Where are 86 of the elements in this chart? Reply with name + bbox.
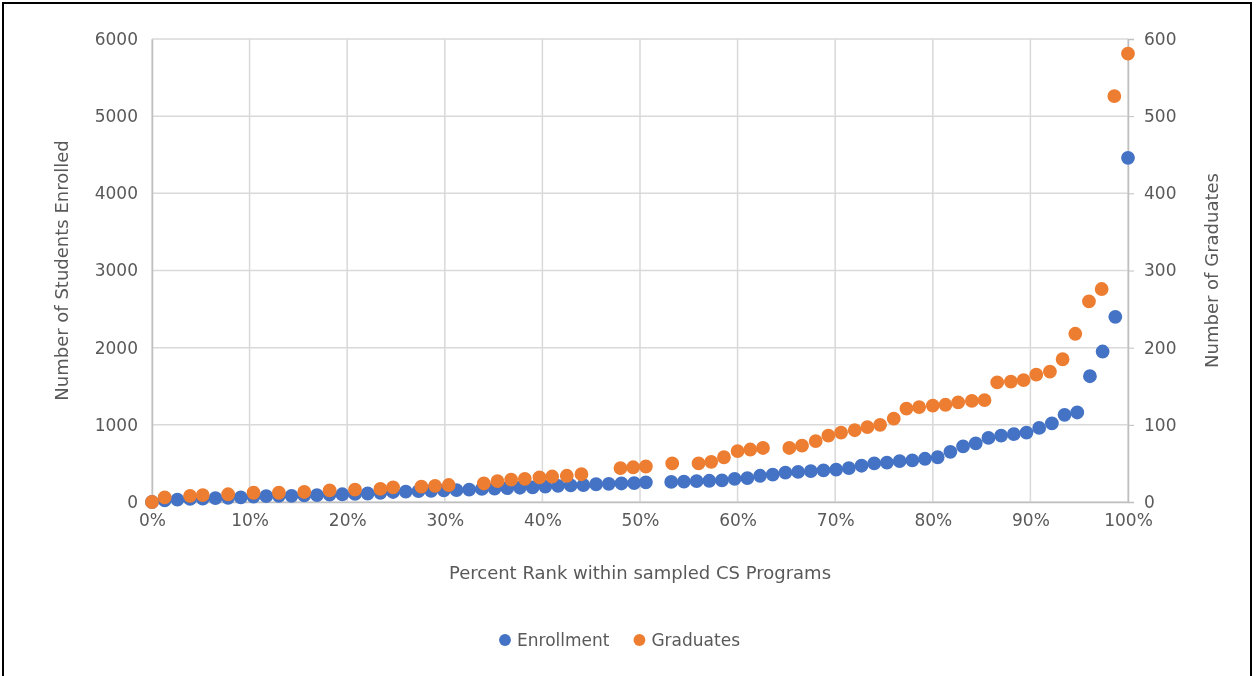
point bbox=[297, 485, 312, 499]
point bbox=[246, 485, 261, 500]
y-tick-label: 2000 bbox=[94, 337, 138, 358]
point bbox=[756, 441, 770, 455]
point bbox=[386, 480, 400, 495]
point bbox=[886, 411, 901, 426]
point bbox=[613, 461, 628, 475]
point bbox=[938, 397, 953, 412]
point bbox=[795, 438, 809, 453]
point bbox=[964, 394, 979, 408]
y2-tick-label: 0 bbox=[1144, 491, 1155, 512]
point bbox=[532, 470, 547, 485]
point bbox=[638, 459, 653, 474]
point bbox=[704, 454, 719, 469]
point bbox=[691, 456, 706, 471]
point bbox=[348, 482, 362, 497]
y2-tick-label: 600 bbox=[1144, 28, 1177, 49]
point bbox=[1121, 46, 1135, 61]
point bbox=[743, 442, 758, 457]
y2-tick-label: 100 bbox=[1144, 414, 1177, 435]
legend-label: Enrollment bbox=[517, 630, 610, 650]
y-tick-label: 5000 bbox=[94, 106, 138, 127]
y2-tick-label: 300 bbox=[1144, 260, 1177, 281]
x-tick-label: 30% bbox=[426, 510, 465, 531]
point bbox=[990, 375, 1005, 390]
point bbox=[860, 420, 875, 435]
point bbox=[559, 468, 574, 483]
point bbox=[665, 456, 680, 471]
y-tick-label: 0 bbox=[127, 491, 138, 512]
x-tick-label: 0% bbox=[139, 510, 166, 531]
y-tick-label: 1000 bbox=[94, 414, 138, 435]
point bbox=[847, 423, 862, 438]
x-tick-label: 70% bbox=[816, 510, 855, 531]
point bbox=[1094, 282, 1109, 296]
y-tick-label: 3000 bbox=[94, 260, 138, 281]
point bbox=[545, 469, 560, 484]
x-tick-label: 90% bbox=[1012, 510, 1050, 531]
x-tick-label: 20% bbox=[328, 510, 367, 531]
point bbox=[717, 450, 731, 465]
point bbox=[428, 478, 442, 493]
y2-axis-title: Number of Graduates bbox=[1201, 173, 1222, 368]
point bbox=[183, 488, 197, 503]
point bbox=[441, 478, 456, 492]
point bbox=[808, 434, 823, 448]
point bbox=[1016, 373, 1031, 387]
point bbox=[821, 428, 836, 443]
point bbox=[1082, 294, 1096, 309]
point bbox=[504, 472, 519, 487]
y2-tick-label: 400 bbox=[1144, 183, 1177, 204]
point bbox=[476, 476, 491, 491]
point bbox=[1029, 367, 1044, 382]
x-tick-label: 40% bbox=[524, 510, 562, 531]
y-axis-title: Number of Students Enrolled bbox=[51, 140, 72, 401]
y2-tick-label: 200 bbox=[1144, 337, 1177, 358]
point bbox=[1107, 89, 1122, 103]
point bbox=[925, 398, 940, 413]
point bbox=[899, 401, 914, 416]
point bbox=[1003, 374, 1018, 389]
point bbox=[951, 395, 966, 410]
point bbox=[322, 483, 337, 498]
point bbox=[626, 460, 641, 475]
point bbox=[373, 481, 388, 496]
point bbox=[490, 474, 505, 489]
y2-tick-label: 500 bbox=[1144, 106, 1177, 127]
point bbox=[977, 393, 992, 408]
point bbox=[574, 467, 589, 482]
point bbox=[834, 425, 848, 440]
point bbox=[195, 488, 210, 502]
point bbox=[1068, 326, 1083, 341]
legend-label: Graduates bbox=[651, 630, 741, 650]
point bbox=[1055, 352, 1070, 367]
point bbox=[414, 479, 429, 494]
x-tick-label: 10% bbox=[231, 510, 269, 531]
y-tick-label: 4000 bbox=[94, 183, 138, 204]
point bbox=[912, 400, 927, 414]
x-axis-title: Percent Rank within sampled CS Programs bbox=[448, 562, 832, 583]
point bbox=[782, 441, 797, 455]
x-tick-label: 80% bbox=[914, 510, 953, 531]
point bbox=[730, 444, 745, 458]
x-tick-label: 100% bbox=[1104, 510, 1153, 531]
x-tick-label: 50% bbox=[621, 510, 660, 531]
point bbox=[1043, 364, 1057, 379]
x-tick-label: 60% bbox=[719, 510, 757, 531]
y-tick-label: 6000 bbox=[94, 28, 138, 49]
point bbox=[873, 417, 888, 432]
point bbox=[517, 471, 532, 486]
